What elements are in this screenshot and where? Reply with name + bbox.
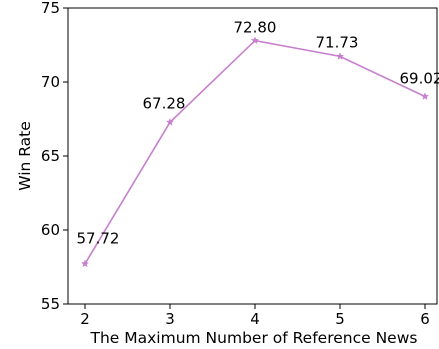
- y-axis-label: Win Rate: [16, 121, 34, 191]
- y-tick-label: 70: [41, 73, 60, 91]
- y-tick-label: 60: [41, 221, 60, 239]
- data-point-star-icon: [335, 52, 345, 60]
- y-tick-label: 65: [41, 147, 60, 165]
- x-axis: 2 3 4 5 6 The Maximum Number of Referenc…: [80, 304, 430, 347]
- x-tick-label: 3: [165, 310, 175, 328]
- data-point-star-icon: [165, 117, 175, 126]
- data-point-star-icon: [420, 92, 430, 101]
- data-point-star-icon: [80, 259, 90, 268]
- x-tick-label: 4: [250, 310, 260, 328]
- data-label: 67.28: [143, 94, 186, 112]
- data-label: 57.72: [77, 230, 120, 248]
- data-point-star-icon: [250, 36, 260, 45]
- y-tick-label: 55: [41, 295, 60, 313]
- x-tick-label: 6: [420, 310, 430, 328]
- series-line: [84, 39, 426, 265]
- x-tick-label: 2: [80, 310, 90, 328]
- y-axis: 55 60 65 70 75 Win Rate: [16, 0, 68, 313]
- data-label: 69.02: [400, 70, 439, 88]
- x-tick-label: 5: [335, 310, 345, 328]
- plot-frame: [67, 7, 438, 305]
- data-label: 72.80: [234, 19, 277, 37]
- data-label: 71.73: [316, 33, 359, 51]
- y-tick-label: 75: [41, 0, 60, 17]
- series-layer: 57.72 67.28 72.80 71.73 69.02: [77, 19, 439, 268]
- x-axis-label: The Maximum Number of Reference News: [90, 329, 418, 347]
